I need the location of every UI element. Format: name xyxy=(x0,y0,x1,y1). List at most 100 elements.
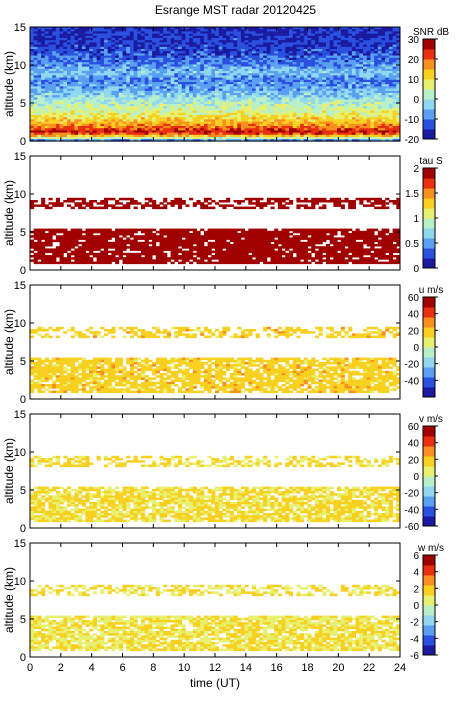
y-tick-label: 10 xyxy=(14,60,26,72)
colorbar-tick-label: -60 xyxy=(405,522,420,533)
colorbar-segment xyxy=(423,426,435,437)
x-tick-label: 6 xyxy=(119,662,125,674)
colorbar-segment xyxy=(423,337,435,348)
colorbar-tick-label: 0 xyxy=(413,601,419,612)
colorbar-label: w m/s xyxy=(417,543,444,554)
y-tick-label: 0 xyxy=(20,136,26,148)
panel-3: 0 5 10 15 altitude (km) -40 -20 0 20 40 60u m/s xyxy=(2,280,443,406)
colorbar-tick-label: 2 xyxy=(413,584,419,595)
colorbar-segment xyxy=(423,178,435,189)
colorbar-tick-label: -10 xyxy=(405,115,420,126)
colorbar-segment xyxy=(423,635,435,646)
colorbar-tick-label: -20 xyxy=(405,489,420,500)
colorbar-tick-label: -4 xyxy=(410,634,419,645)
y-tick-label: 10 xyxy=(14,447,26,459)
colorbar-segment xyxy=(423,258,435,269)
x-tick-label: 12 xyxy=(209,662,221,674)
colorbar-segment xyxy=(423,248,435,259)
y-tick-label: 10 xyxy=(14,576,26,588)
y-axis-label: altitude (km) xyxy=(2,180,16,246)
colorbar-tick-label: 2 xyxy=(413,164,419,175)
x-tick-label: 2 xyxy=(58,662,64,674)
colorbar-tick-label: 60 xyxy=(408,293,420,304)
data-field xyxy=(30,197,401,265)
colorbar-segment xyxy=(423,129,435,140)
y-tick-label: 5 xyxy=(20,614,26,626)
colorbar-segment xyxy=(423,595,435,606)
y-tick-label: 5 xyxy=(20,356,26,368)
x-tick-label: 16 xyxy=(271,662,283,674)
colorbar-segment xyxy=(423,297,435,308)
colorbar-tick-label: 20 xyxy=(408,55,420,66)
colorbar-segment xyxy=(423,59,435,70)
y-tick-label: 5 xyxy=(20,485,26,497)
colorbar-segment xyxy=(423,69,435,80)
y-tick-label: 10 xyxy=(14,318,26,330)
colorbar-segment xyxy=(423,367,435,378)
colorbar-tick-label: 60 xyxy=(408,422,420,433)
y-tick-label: 0 xyxy=(20,265,26,277)
y-axis-label: altitude (km) xyxy=(2,309,16,375)
x-tick-label: 10 xyxy=(178,662,190,674)
x-tick-label: 0 xyxy=(27,662,33,674)
colorbar-tick-label: -40 xyxy=(405,376,420,387)
colorbar-tick-label: 40 xyxy=(408,310,420,321)
colorbar-segment xyxy=(423,49,435,60)
y-tick-label: 15 xyxy=(14,22,26,34)
colorbar: -40 -20 0 20 40 60u m/s xyxy=(405,285,443,398)
colorbar-segment xyxy=(423,486,435,497)
y-tick-label: 5 xyxy=(20,227,26,239)
y-tick-label: 15 xyxy=(14,409,26,421)
y-axis-label: altitude (km) xyxy=(2,567,16,633)
colorbar-segment xyxy=(423,188,435,199)
colorbar-tick-label: 6 xyxy=(413,551,419,562)
colorbar-segment xyxy=(423,565,435,576)
colorbar-segment xyxy=(423,99,435,110)
y-tick-label: 15 xyxy=(14,538,26,550)
colorbar-segment xyxy=(423,496,435,507)
colorbar-segment xyxy=(423,198,435,209)
colorbar-tick-label: 0 xyxy=(413,264,419,275)
colorbar-tick-label: 1 xyxy=(413,214,419,225)
colorbar-segment xyxy=(423,436,435,447)
y-tick-label: 0 xyxy=(20,394,26,406)
colorbar-segment xyxy=(423,377,435,388)
figure-title: Esrange MST radar 20120425 xyxy=(154,3,317,17)
colorbar-segment xyxy=(423,218,435,229)
data-field xyxy=(30,27,401,142)
colorbar-frame xyxy=(422,38,436,140)
colorbar-tick-label: 40 xyxy=(408,439,420,450)
colorbar-segment xyxy=(423,476,435,487)
x-tick-label: 20 xyxy=(332,662,344,674)
colorbar-segment xyxy=(423,506,435,517)
colorbar-segment xyxy=(423,238,435,249)
y-tick-label: 15 xyxy=(14,151,26,163)
colorbar-segment xyxy=(423,327,435,338)
x-tick-label: 8 xyxy=(150,662,156,674)
colorbar-segment xyxy=(423,575,435,586)
x-tick-label: 4 xyxy=(89,662,95,674)
colorbar-segment xyxy=(423,615,435,626)
x-axis-label: time (UT) xyxy=(190,676,240,690)
y-axis-label: altitude (km) xyxy=(2,51,16,117)
colorbar-segment xyxy=(423,516,435,527)
colorbar-segment xyxy=(423,307,435,318)
colorbar: -60 -40 -20 0 20 40 60v m/s xyxy=(405,414,443,533)
colorbar-tick-label: -6 xyxy=(410,651,419,662)
colorbar-segment xyxy=(423,466,435,477)
y-tick-label: 5 xyxy=(20,98,26,110)
colorbar-tick-label: -40 xyxy=(405,505,420,516)
colorbar-segment xyxy=(423,228,435,239)
panel-4: 0 5 10 15 altitude (km) -60 -40 -20 0 20 40 60v m/s xyxy=(2,409,443,535)
colorbar-tick-label: 30 xyxy=(408,35,420,46)
colorbar-segment xyxy=(423,317,435,328)
y-tick-label: 10 xyxy=(14,189,26,201)
y-axis-label: altitude (km) xyxy=(2,438,16,504)
colorbar-segment xyxy=(423,89,435,100)
colorbar-tick-label: 0 xyxy=(413,472,419,483)
colorbar-segment xyxy=(423,347,435,358)
